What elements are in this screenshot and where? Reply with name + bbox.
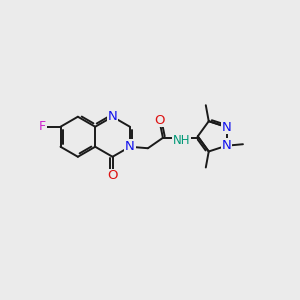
Text: N: N [222, 121, 231, 134]
Text: N: N [125, 140, 135, 153]
Text: O: O [154, 114, 165, 127]
Text: N: N [108, 110, 117, 123]
Text: O: O [107, 169, 118, 182]
Text: NH: NH [172, 134, 190, 147]
Text: F: F [39, 120, 46, 133]
Text: N: N [222, 139, 231, 152]
